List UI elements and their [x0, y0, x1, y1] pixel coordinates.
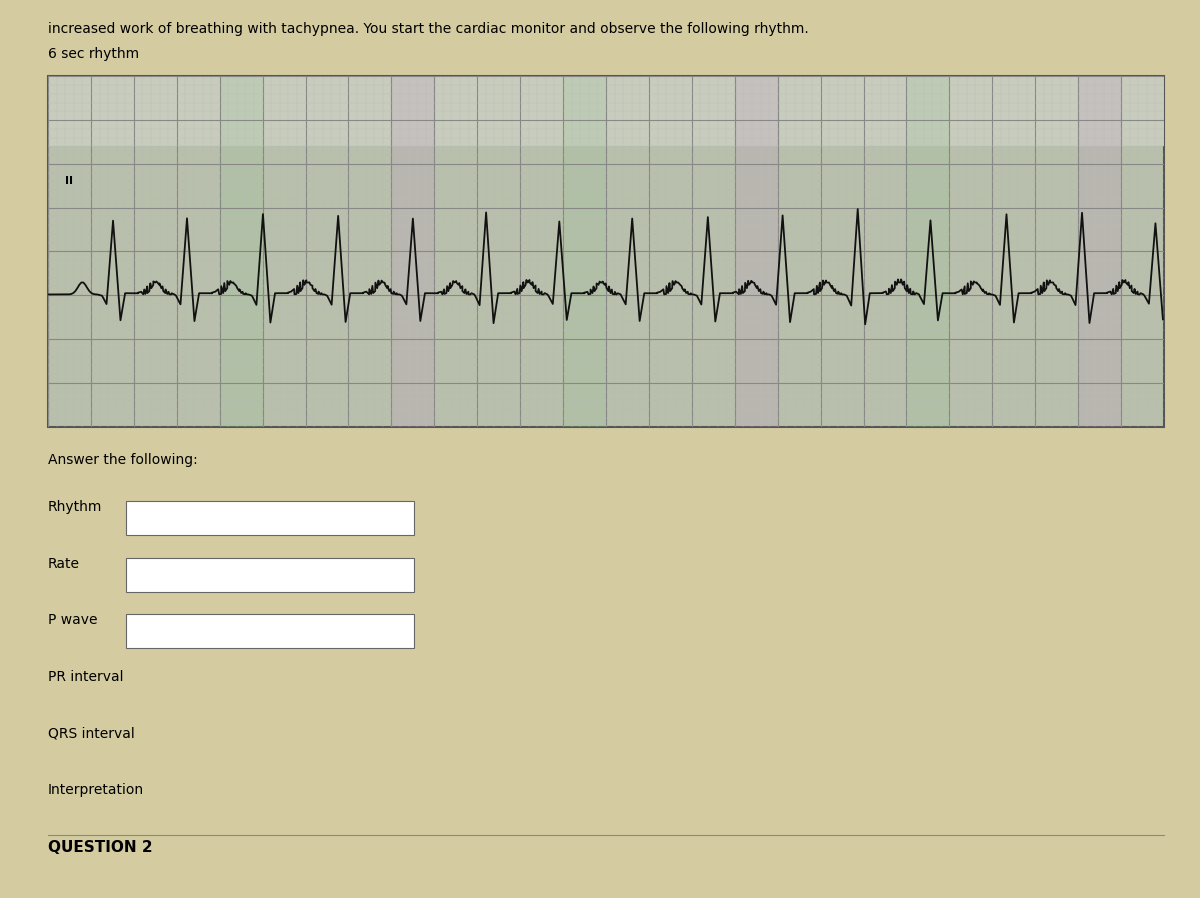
FancyBboxPatch shape: [48, 76, 1164, 146]
Bar: [391, 76, 434, 427]
FancyBboxPatch shape: [48, 76, 1164, 427]
Bar: [220, 76, 263, 427]
Text: Rate: Rate: [48, 557, 80, 571]
Text: QUESTION 2: QUESTION 2: [48, 840, 152, 855]
Text: 6 sec rhythm: 6 sec rhythm: [48, 47, 139, 61]
Text: increased work of breathing with tachypnea. You start the cardiac monitor and ob: increased work of breathing with tachypn…: [48, 22, 809, 37]
Text: Interpretation: Interpretation: [48, 783, 144, 797]
Text: Rhythm: Rhythm: [48, 500, 102, 515]
Bar: [906, 76, 949, 427]
Text: II: II: [66, 176, 73, 186]
FancyBboxPatch shape: [126, 501, 414, 535]
Bar: [1078, 76, 1121, 427]
Bar: [734, 76, 778, 427]
FancyBboxPatch shape: [126, 614, 414, 648]
Text: P wave: P wave: [48, 613, 97, 628]
FancyBboxPatch shape: [126, 558, 414, 592]
Bar: [563, 76, 606, 427]
Text: QRS interval: QRS interval: [48, 726, 134, 741]
Text: PR interval: PR interval: [48, 670, 124, 684]
Text: Answer the following:: Answer the following:: [48, 453, 198, 468]
